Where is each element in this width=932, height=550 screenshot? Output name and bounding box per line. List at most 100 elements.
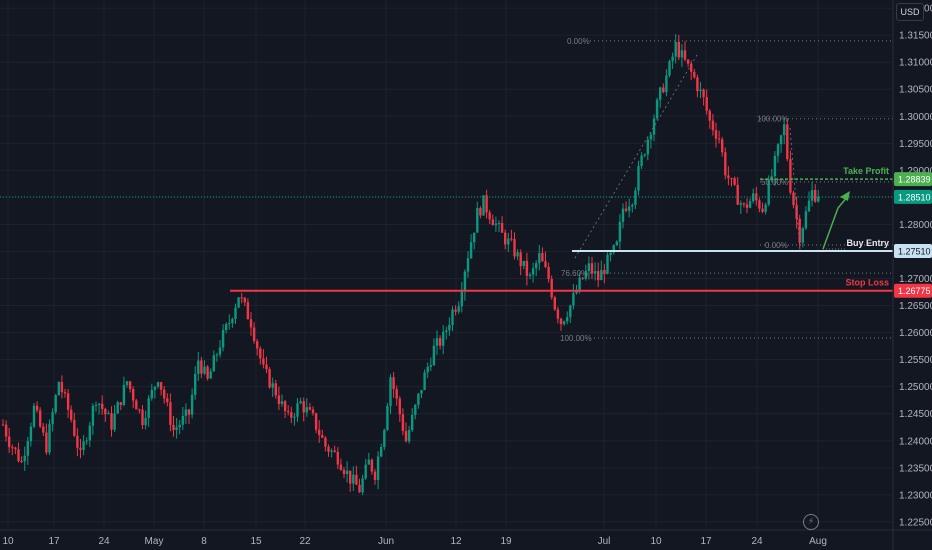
candle-body bbox=[609, 252, 612, 255]
candle-body bbox=[240, 297, 243, 299]
currency-button[interactable]: USD bbox=[896, 3, 924, 21]
candle-body bbox=[277, 395, 281, 405]
candle-body bbox=[197, 360, 200, 374]
candle-body bbox=[287, 411, 290, 413]
candle-body bbox=[615, 241, 618, 246]
candle-body bbox=[727, 175, 730, 179]
candle-body bbox=[531, 268, 535, 275]
target-arrow[interactable] bbox=[822, 195, 849, 250]
candle-body bbox=[572, 293, 575, 306]
candle-body bbox=[550, 278, 553, 298]
candle-body bbox=[593, 271, 597, 274]
fib-level-label: 0.00% bbox=[765, 241, 788, 250]
candle-body bbox=[463, 271, 467, 292]
candle-body bbox=[761, 208, 764, 212]
candle-body bbox=[386, 406, 389, 430]
candle-body bbox=[497, 223, 501, 225]
candle-body bbox=[696, 77, 699, 92]
candle-body bbox=[88, 425, 91, 441]
candle-body bbox=[631, 204, 634, 207]
candle-body bbox=[370, 459, 374, 472]
candle-body bbox=[29, 426, 33, 442]
candle-body bbox=[745, 204, 749, 208]
candle-body bbox=[221, 330, 225, 348]
candle-body bbox=[469, 242, 473, 259]
candle-body bbox=[708, 110, 711, 121]
candle-body bbox=[649, 134, 653, 140]
x-tick-label: 19 bbox=[500, 536, 512, 547]
candle-body bbox=[479, 208, 482, 216]
candle-body bbox=[342, 469, 346, 475]
candle-body bbox=[606, 254, 609, 274]
candle-body bbox=[646, 139, 649, 155]
candle-body bbox=[634, 190, 637, 205]
candle-body bbox=[736, 184, 739, 205]
candle-body bbox=[218, 347, 222, 355]
candle-body bbox=[457, 306, 460, 312]
x-tick-label: 24 bbox=[751, 536, 763, 547]
y-tick-label: 1.22500 bbox=[899, 517, 932, 528]
candle-body bbox=[187, 409, 191, 415]
candle-body bbox=[448, 324, 451, 331]
plot-area[interactable] bbox=[1, 34, 820, 496]
candle-body bbox=[528, 274, 532, 276]
candle-body bbox=[553, 297, 556, 310]
candle-body bbox=[367, 459, 370, 465]
time-axis[interactable]: 10 17 24 May 8 15 22 Jun 12 19 Jul 10 17 24 Aug bbox=[2, 536, 826, 547]
candle-body bbox=[20, 461, 23, 463]
y-tick-label: 1.26500 bbox=[899, 301, 932, 312]
candle-body bbox=[668, 61, 671, 76]
drawings-layer[interactable]: 0.00% 76.60% 100.00% 100.00% 50.00% 0.00% Take… bbox=[0, 37, 893, 343]
candle-body bbox=[376, 456, 380, 480]
candle-body bbox=[94, 404, 98, 406]
y-tick-label: 1.25000 bbox=[899, 382, 932, 393]
y-tick-label: 1.28000 bbox=[899, 220, 932, 231]
candle-body bbox=[11, 447, 14, 449]
candle-body bbox=[597, 271, 600, 281]
candle-body bbox=[426, 366, 429, 373]
candle-body bbox=[231, 319, 234, 324]
candle-body bbox=[398, 398, 401, 415]
candle-body bbox=[101, 403, 104, 409]
candle-body bbox=[500, 223, 504, 233]
candle-body bbox=[135, 400, 138, 410]
candle-body bbox=[364, 464, 367, 479]
y-tick-label: 1.25500 bbox=[899, 355, 932, 366]
candle-body bbox=[810, 190, 814, 201]
candle-body bbox=[274, 383, 277, 396]
candle-body bbox=[435, 338, 439, 346]
candle-body bbox=[711, 120, 715, 131]
candle-body bbox=[612, 245, 615, 253]
candle-body bbox=[504, 232, 507, 245]
candle-body bbox=[225, 323, 228, 331]
candle-body bbox=[237, 297, 240, 308]
last-price-price-label-bg bbox=[894, 189, 932, 204]
candle-body bbox=[445, 330, 448, 332]
candle-body bbox=[624, 208, 628, 211]
candle-body bbox=[643, 154, 646, 156]
candle-body bbox=[203, 366, 206, 374]
candle-body bbox=[76, 435, 79, 448]
candle-body bbox=[714, 130, 718, 139]
candle-body bbox=[308, 407, 312, 410]
candle-body bbox=[318, 429, 321, 435]
candle-body bbox=[138, 409, 141, 411]
candle-body bbox=[26, 441, 29, 456]
candle-body bbox=[519, 252, 522, 267]
price-axis-labels: 1.28839 1.28510 1.27510 1.26775 bbox=[894, 172, 932, 298]
candle-body bbox=[373, 471, 377, 480]
candle-body bbox=[674, 41, 677, 57]
candle-body bbox=[361, 478, 364, 493]
candle-body bbox=[256, 341, 259, 349]
candle-body bbox=[358, 484, 361, 493]
candle-body bbox=[169, 402, 172, 425]
candle-body bbox=[717, 138, 721, 140]
x-tick-label: 10 bbox=[2, 536, 14, 547]
candle-body bbox=[476, 208, 479, 233]
candle-body bbox=[693, 71, 696, 78]
candle-body bbox=[686, 59, 690, 64]
candle-body bbox=[283, 401, 287, 412]
candle-body bbox=[621, 208, 625, 222]
candle-body bbox=[330, 450, 333, 452]
